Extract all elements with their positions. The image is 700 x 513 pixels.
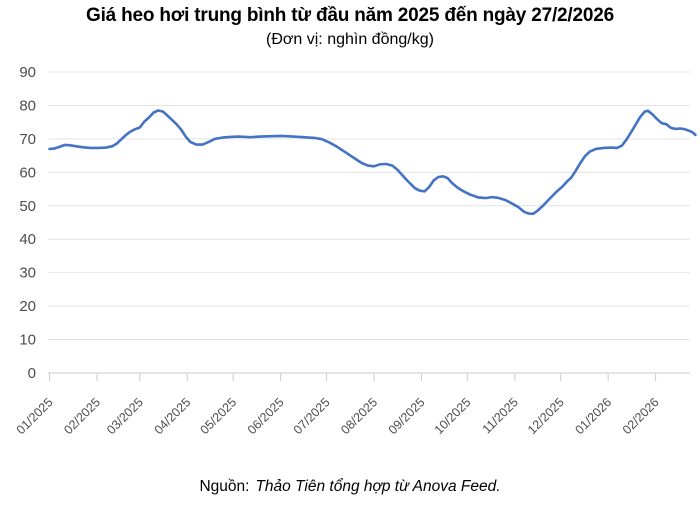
x-tick-label: 02/2025 <box>61 395 103 437</box>
x-tick-label: 03/2025 <box>104 395 146 437</box>
y-tick-label: 20 <box>19 298 36 315</box>
price-line-chart: 0 10 20 30 40 50 60 70 80 90 01/2025 02/2025 03/2025… <box>14 64 697 437</box>
source-label: Nguồn: <box>199 478 250 495</box>
x-tick-label: 05/2025 <box>197 395 239 437</box>
y-tick-label: 90 <box>19 64 36 81</box>
x-tick-label: 07/2025 <box>291 395 333 437</box>
y-tick-label: 50 <box>19 198 36 215</box>
x-tick-label: 06/2025 <box>245 395 287 437</box>
x-tick-label: 12/2025 <box>525 395 567 437</box>
y-tick-label: 30 <box>19 265 36 282</box>
x-tick-label: 04/2025 <box>152 395 194 437</box>
y-tick-label: 70 <box>19 131 36 148</box>
x-tick-label: 10/2025 <box>432 395 474 437</box>
y-tick-label: 40 <box>19 231 36 248</box>
x-tick-label: 09/2025 <box>386 395 428 437</box>
y-tick-label: 0 <box>28 365 36 382</box>
y-tick-label: 10 <box>19 332 36 349</box>
x-tick-label: 08/2025 <box>338 395 380 437</box>
y-tick-label: 60 <box>19 164 36 181</box>
x-tick-label: 02/2026 <box>620 395 662 437</box>
chart-title: Giá heo hơi trung bình từ đầu năm 2025 đ… <box>86 5 614 26</box>
x-tick-label: 01/2025 <box>14 395 56 437</box>
x-tick-label: 11/2025 <box>480 395 521 436</box>
price-line <box>48 109 697 216</box>
source-text: Thảo Tiên tổng hợp từ Anova Feed. <box>255 478 501 495</box>
y-tick-label: 80 <box>19 97 36 114</box>
x-tick-label: 01/2026 <box>572 395 614 437</box>
chart-subtitle: (Đơn vị: nghìn đồng/kg) <box>266 31 434 48</box>
source-note: Nguồn: Thảo Tiên tổng hợp từ Anova Feed. <box>0 478 700 496</box>
